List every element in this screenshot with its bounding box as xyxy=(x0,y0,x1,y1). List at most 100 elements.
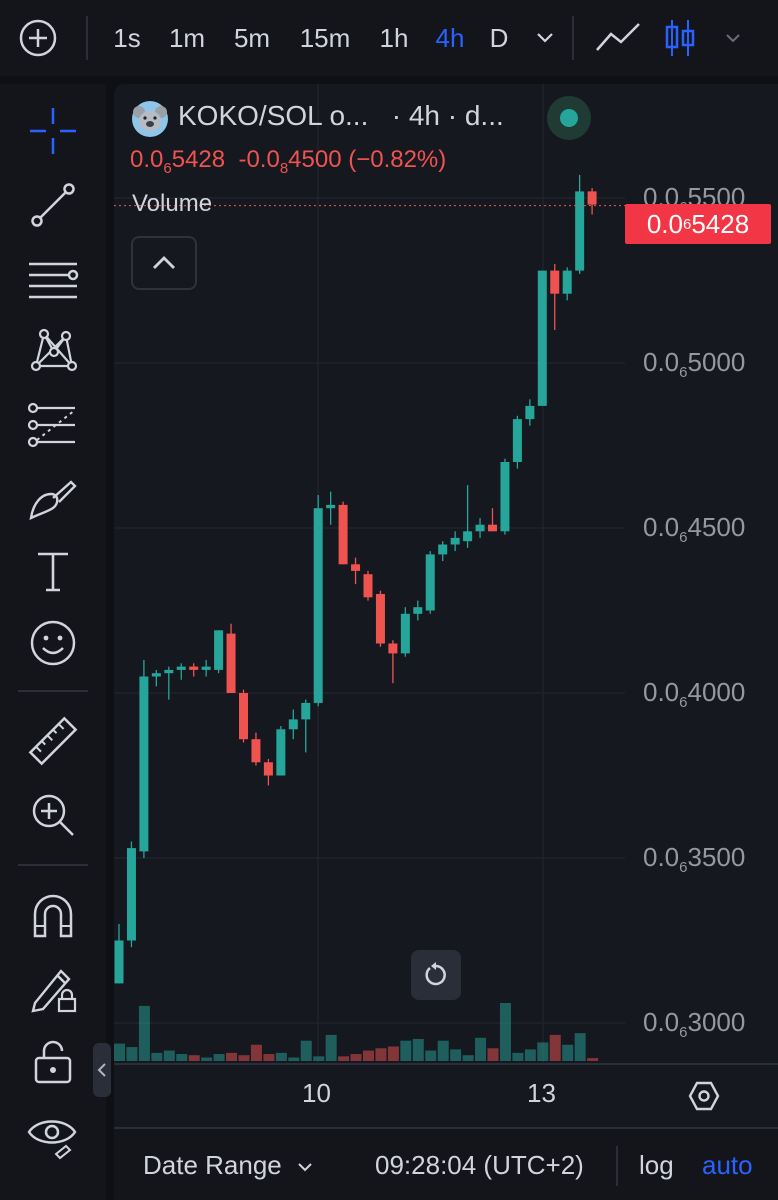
add-indicator-button[interactable] xyxy=(14,0,62,76)
trend-line-tool[interactable] xyxy=(26,178,80,232)
market-status-icon[interactable] xyxy=(547,96,591,140)
text-icon xyxy=(38,552,68,592)
candle-body xyxy=(475,524,485,532)
volume-bar xyxy=(288,1057,300,1061)
chart-settings-button[interactable] xyxy=(684,1076,724,1116)
ohlc-change-digits: 4500 (−0.82%) xyxy=(288,146,447,173)
interval-15m[interactable]: 15m xyxy=(299,22,351,53)
chevron-down-icon xyxy=(537,33,553,43)
price-axis-label: 0.063500 xyxy=(643,842,745,876)
interval-1m[interactable]: 1m xyxy=(168,22,206,53)
zoom-in-tool[interactable] xyxy=(26,788,80,842)
candle-body xyxy=(413,607,423,614)
chevron-down-icon xyxy=(298,1163,312,1172)
pattern-tool[interactable] xyxy=(26,322,80,376)
clock-timezone[interactable]: 09:28:04 (UTC+2) xyxy=(375,1150,584,1180)
price-axis-subscript: 6 xyxy=(679,1024,688,1042)
emoji-tool[interactable] xyxy=(26,616,80,670)
candle-body xyxy=(126,848,136,941)
time-axis-divider xyxy=(114,1063,778,1065)
candle-body xyxy=(189,666,199,670)
ohlc-price-subscript: 6 xyxy=(163,159,172,177)
volume-bar xyxy=(562,1044,574,1061)
chart-type-dropdown[interactable] xyxy=(718,0,748,76)
fib-retracement-tool[interactable] xyxy=(26,254,80,308)
candle-body xyxy=(587,191,597,205)
magnet-tool[interactable] xyxy=(26,888,80,942)
collapse-legend-button[interactable] xyxy=(131,236,197,290)
candle-body xyxy=(351,564,361,571)
line-chart-icon xyxy=(596,23,640,51)
volume-bar xyxy=(275,1052,287,1061)
crosshair-tool[interactable] xyxy=(26,104,80,158)
price-axis-value: 0.0 xyxy=(643,512,680,542)
fib-retracement-icon xyxy=(29,262,79,299)
interval-1s[interactable]: 1s xyxy=(113,22,141,53)
text-tool[interactable] xyxy=(26,544,80,598)
volume-bar xyxy=(151,1052,163,1061)
top-toolbar xyxy=(0,0,778,76)
volume-bar xyxy=(126,1047,138,1061)
crosshair-icon xyxy=(30,108,76,154)
visibility-tool[interactable] xyxy=(26,1108,80,1162)
volume-bar xyxy=(363,1050,374,1061)
volume-bar xyxy=(213,1054,225,1061)
line-chart-button[interactable] xyxy=(590,0,646,76)
toolbar-divider xyxy=(572,16,574,60)
candle-body xyxy=(438,544,448,555)
volume-bar xyxy=(512,1052,524,1061)
auto-scale-toggle[interactable]: auto xyxy=(702,1150,753,1180)
date-range-button[interactable]: Date Range xyxy=(143,1150,313,1181)
last-price-digits: 5428 xyxy=(691,208,750,239)
volume-bar xyxy=(387,1046,399,1061)
brush-tool[interactable] xyxy=(26,472,80,526)
symbol-name: KOKO/SOL o... xyxy=(178,100,369,131)
interval-5m[interactable]: 5m xyxy=(233,22,271,53)
price-axis-label: 0.063000 xyxy=(643,1007,745,1041)
symbol-title[interactable]: KOKO/SOL o... · 4h · d... xyxy=(178,100,504,140)
ohlc-price-digits: 5428 xyxy=(171,146,226,173)
interval-dropdown[interactable] xyxy=(530,0,560,76)
candle-body xyxy=(201,666,211,670)
lock-drawing-tool[interactable] xyxy=(26,962,80,1016)
volume-bar xyxy=(263,1054,275,1061)
candle-body xyxy=(301,702,311,720)
drawing-toolbar xyxy=(0,84,106,1200)
log-scale-toggle[interactable]: log xyxy=(639,1150,674,1180)
chevron-down-icon xyxy=(726,34,740,43)
volume-bar xyxy=(138,1005,150,1061)
last-price-subscript: 6 xyxy=(682,215,692,233)
candle-body xyxy=(338,504,348,565)
settings-hexagon-icon xyxy=(688,1081,720,1111)
volume-bar xyxy=(238,1055,250,1061)
collapse-sidebar-button[interactable] xyxy=(93,1043,111,1097)
forecast-tool[interactable] xyxy=(26,398,80,452)
chart-type-button[interactable] xyxy=(658,0,702,76)
volume-bar xyxy=(499,1003,511,1061)
interval-1h[interactable]: 1h xyxy=(379,22,409,53)
volume-bar xyxy=(338,1056,350,1061)
candle-body xyxy=(488,524,497,532)
unlock-tool[interactable] xyxy=(26,1034,80,1088)
ohlc-price: 0.0 xyxy=(130,146,164,173)
ruler-tool[interactable] xyxy=(26,714,80,768)
chevron-up-icon xyxy=(153,256,175,269)
reset-chart-button[interactable] xyxy=(411,950,461,1000)
volume-bar xyxy=(201,1057,213,1061)
interval-4h[interactable]: 4h xyxy=(435,22,465,53)
ohlc-change: -0.0 xyxy=(238,146,280,173)
ohlc-values: 0.065428 -0.084500 (−0.82%) xyxy=(130,146,446,177)
magnet-icon xyxy=(33,894,73,938)
volume-bar xyxy=(537,1042,549,1061)
bottom-divider xyxy=(616,1146,618,1186)
candle-body xyxy=(139,676,149,852)
volume-bar xyxy=(163,1050,175,1061)
volume-bar xyxy=(587,1058,599,1061)
interval-d[interactable]: D xyxy=(489,22,509,53)
toolbar-divider xyxy=(18,864,88,866)
candle-body xyxy=(151,673,161,677)
volume-legend[interactable]: Volume xyxy=(132,190,213,217)
volume-bar xyxy=(475,1037,487,1061)
lock-drawing-icon xyxy=(31,969,77,1013)
